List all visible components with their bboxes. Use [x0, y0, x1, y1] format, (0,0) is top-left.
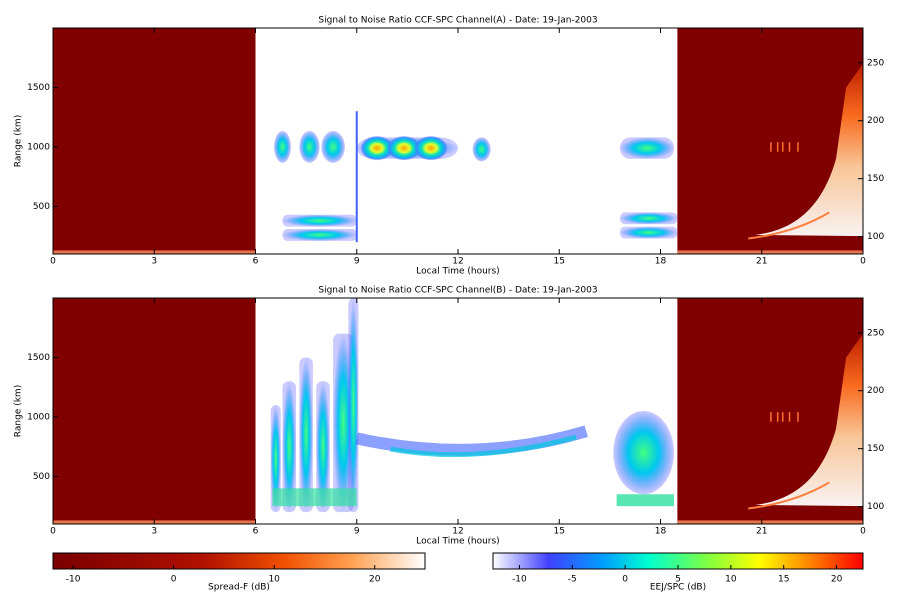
y2-tick-label: 150 [867, 444, 884, 454]
plume-tail [748, 211, 830, 240]
streak [776, 412, 779, 422]
streak [788, 412, 791, 422]
colorbar-tick-label: 10 [725, 575, 737, 585]
heatmap [53, 28, 863, 254]
plume-tail [748, 481, 830, 510]
y2-tick-label: 100 [867, 232, 884, 242]
plume [755, 333, 863, 507]
x-axis-label: Local Time (hours) [416, 537, 499, 547]
streak [782, 412, 784, 422]
colorbar-tick-label: -10 [512, 575, 527, 585]
x-tick-label: 21 [756, 257, 767, 267]
colorbar-tick-label: -10 [66, 575, 81, 585]
colorbar-tick-label: 20 [369, 575, 381, 585]
echo-band [282, 229, 357, 241]
x-tick-label: 0 [860, 527, 866, 537]
echo [613, 411, 674, 495]
colorbar [52, 552, 426, 570]
plume-echo [299, 357, 313, 513]
x-tick-label: 15 [554, 527, 565, 537]
echo-core [390, 434, 577, 458]
colorbar-tick-label: 15 [778, 575, 789, 585]
colorbar-tick-label: 20 [831, 575, 843, 585]
panel-title: Signal to Noise Ratio CCF-SPC Channel(A)… [318, 16, 597, 26]
streak [797, 412, 799, 422]
x-tick-label: 6 [253, 257, 259, 267]
colorbar-tick-label: 0 [622, 575, 628, 585]
colorbar-tick-label: 10 [268, 575, 280, 585]
colorbar-label: Spread-F (dB) [208, 583, 270, 593]
heatmap [53, 298, 863, 524]
echo [321, 131, 345, 163]
echo [472, 137, 491, 162]
plume [755, 63, 863, 237]
echo-band [355, 425, 588, 456]
streak [770, 412, 772, 422]
colorbar-tick-label: -5 [568, 575, 577, 585]
x-tick-label: 3 [151, 257, 157, 267]
streak [788, 142, 791, 152]
x-tick-label: 0 [50, 257, 56, 267]
x-tick-label: 12 [452, 257, 463, 267]
y-axis-label: Range (km) [14, 385, 24, 437]
y2-tick-label: 250 [867, 328, 884, 338]
y-tick-label: 1000 [27, 142, 50, 152]
ground-echo [677, 250, 863, 254]
y-axis-label: Range (km) [14, 115, 24, 167]
echo-core [415, 136, 447, 161]
y2-tick-label: 250 [867, 58, 884, 68]
x-tick-label: 18 [655, 527, 667, 537]
echo [274, 131, 291, 163]
echo-band [620, 226, 678, 239]
echo-band [282, 214, 357, 227]
echo [299, 131, 320, 163]
colorbar-tick-label: 0 [171, 575, 177, 585]
streak [782, 142, 784, 152]
y2-tick-label: 200 [867, 116, 884, 126]
colorbar-label: EEJ/SPC (dB) [650, 583, 706, 593]
x-tick-label: 15 [554, 257, 565, 267]
y-tick-label: 1000 [27, 412, 50, 422]
y-tick-label: 1500 [27, 83, 50, 93]
x-tick-label: 3 [151, 527, 157, 537]
echo-band [272, 488, 357, 507]
echo-band [620, 137, 674, 159]
streak [770, 142, 772, 152]
panel-title: Signal to Noise Ratio CCF-SPC Channel(B)… [318, 286, 597, 296]
plume-echo [316, 381, 330, 513]
x-tick-label: 18 [655, 257, 667, 267]
spread-f-night [53, 28, 256, 254]
echo-band [616, 494, 674, 507]
y2-tick-label: 150 [867, 174, 884, 184]
x-axis-label: Local Time (hours) [416, 267, 499, 277]
plume-echo [282, 381, 296, 513]
y-tick-label: 1500 [27, 353, 50, 363]
x-tick-label: 0 [50, 527, 56, 537]
streak [797, 142, 799, 152]
spread-f-night [53, 298, 256, 524]
plume-echo [348, 298, 359, 513]
x-tick-label: 21 [756, 527, 767, 537]
x-tick-label: 9 [354, 257, 360, 267]
echo-core [361, 136, 393, 161]
x-tick-label: 6 [253, 527, 259, 537]
y-tick-label: 500 [33, 472, 50, 482]
x-tick-label: 0 [860, 257, 866, 267]
colorbar-tick-label: 5 [675, 575, 681, 585]
x-tick-label: 12 [452, 527, 463, 537]
ground-echo [677, 520, 863, 524]
y-tick-label: 500 [33, 202, 50, 212]
plume-echo [270, 405, 281, 513]
x-tick-label: 9 [354, 527, 360, 537]
y2-tick-label: 200 [867, 386, 884, 396]
streak [776, 142, 779, 152]
y2-tick-label: 100 [867, 502, 884, 512]
echo-core [388, 136, 420, 161]
echo-band [620, 212, 678, 225]
